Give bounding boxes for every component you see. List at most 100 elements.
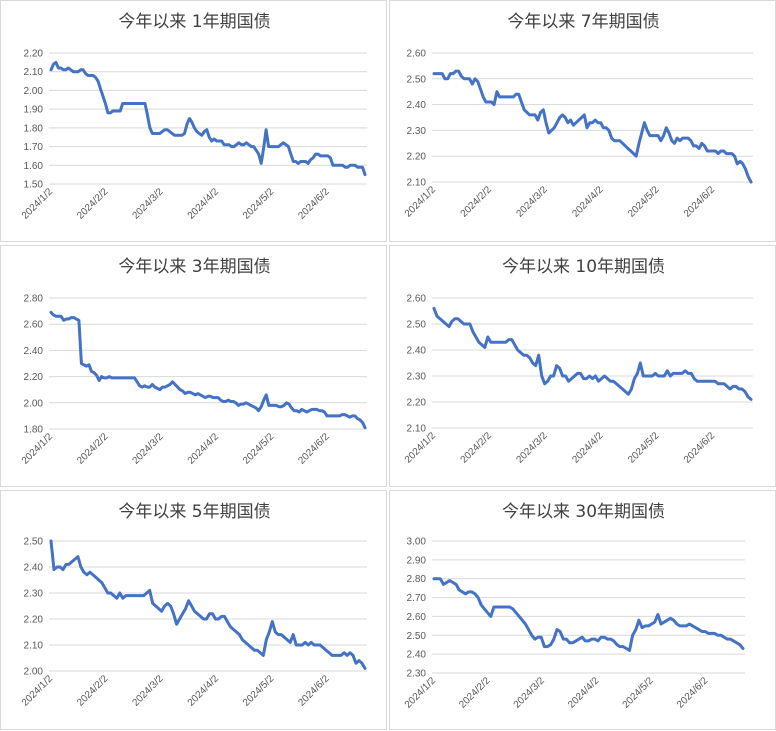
chart-panel-5y: 今年以来 5年期国债 2.00 2.10 2.20 2.30 2.40 2.50 2024/1… [0,490,387,730]
series-line [432,306,753,401]
y-tick-label: 2.40 [407,650,427,661]
x-tick-label: 2024/6/2 [682,184,718,220]
x-tick-label: 2024/5/2 [626,430,662,466]
y-tick-label: 2.30 [407,669,427,680]
x-tick-label: 2024/4/2 [186,431,222,467]
y-tick-label: 2.30 [407,372,427,383]
y-tick-label: 2.80 [24,294,44,305]
x-tick-label: 2024/2/2 [459,430,495,466]
chart-title: 今年以来 10年期国债 [502,257,665,277]
chart-title: 今年以来 30年期国债 [502,502,665,522]
y-tick-label: 2.50 [407,74,427,85]
series-line [432,577,745,652]
y-tick-label: 1.90 [24,105,44,116]
y-tick-label: 2.20 [24,372,44,383]
y-tick-label: 2.00 [24,667,44,678]
chart-title: 今年以来 3年期国债 [118,257,270,277]
y-tick-label: 2.10 [407,178,427,189]
y-tick-label: 2.50 [407,320,427,331]
y-tick-label: 2.90 [407,555,427,566]
series-line [432,69,753,184]
y-tick-label: 1.80 [24,123,44,134]
y-tick-label: 2.40 [407,346,427,357]
y-tick-label: 3.00 [407,537,427,548]
y-tick-label: 2.60 [407,49,427,60]
x-tick-label: 2024/1/2 [20,186,56,222]
y-tick-label: 1.80 [24,425,44,436]
x-tick-label: 2024/6/2 [296,186,332,222]
x-tick-label: 2024/4/2 [186,673,222,709]
chart-title: 今年以来 7年期国债 [507,12,659,32]
x-tick-label: 2024/4/2 [570,184,606,220]
x-tick-label: 2024/2/2 [75,673,111,709]
chart-panel-3y: 今年以来 3年期国债 1.80 2.00 2.20 2.40 2.60 2.80 2024/1… [0,245,387,487]
y-tick-label: 2.40 [24,346,44,357]
x-tick-label: 2024/1/2 [20,673,56,709]
y-tick-label: 2.60 [24,320,44,331]
x-tick-label: 2024/2/2 [459,184,495,220]
chart-panel-7y: 今年以来 7年期国债 2.10 2.20 2.30 2.40 2.50 2.60 2024/1… [389,0,776,242]
x-tick-label: 2024/5/2 [241,431,277,467]
chart-title: 今年以来 1年期国债 [118,12,270,32]
x-tick-label: 2024/1/2 [403,430,439,466]
x-tick-label: 2024/5/2 [241,673,277,709]
y-tick-label: 2.50 [407,631,427,642]
x-tick-label: 2024/5/2 [241,186,277,222]
y-tick-label: 2.10 [24,641,44,652]
x-tick-label: 2024/4/2 [186,186,222,222]
y-tick-label: 2.10 [407,424,427,435]
chart-panel-1y: 今年以来 1年期国债 1.50 1.60 1.70 1.80 1.90 2.00 2.10 2.… [0,0,387,242]
y-tick-label: 2.20 [24,49,44,60]
x-tick-label: 2024/2/2 [75,186,111,222]
y-tick-label: 2.60 [407,294,427,305]
y-tick-label: 1.50 [24,180,44,191]
y-tick-label: 2.00 [24,398,44,409]
x-tick-label: 2024/6/2 [682,430,718,466]
x-tick-label: 2024/4/2 [566,675,602,711]
x-tick-label: 2024/3/2 [512,675,548,711]
x-tick-label: 2024/3/2 [514,430,550,466]
chart-5y: 今年以来 5年期国债 2.00 2.10 2.20 2.30 2.40 2.50 2024/1… [20,502,367,709]
chart-7y: 今年以来 7年期国债 2.10 2.20 2.30 2.40 2.50 2.60 2024/1… [403,12,753,220]
y-tick-label: 2.00 [24,86,44,97]
y-tick-label: 2.20 [24,615,44,626]
chart-1y: 今年以来 1年期国债 1.50 1.60 1.70 1.80 1.90 2.00 2.10 2.… [20,12,367,222]
x-tick-label: 2024/6/2 [296,431,332,467]
chart-panel-10y: 今年以来 10年期国债 2.10 2.20 2.30 2.40 2.50 2.60 2024/… [389,245,776,487]
chart-10y: 今年以来 10年期国债 2.10 2.20 2.30 2.40 2.50 2.60 2024/… [403,257,753,466]
series-line [49,539,367,670]
y-tick-label: 2.30 [24,589,44,600]
y-tick-label: 1.60 [24,161,44,172]
chart-title: 今年以来 5年期国债 [118,502,270,522]
y-tick-label: 2.30 [407,126,427,137]
x-tick-label: 2024/1/2 [20,431,56,467]
y-tick-label: 2.20 [407,398,427,409]
x-tick-label: 2024/2/2 [457,675,493,711]
series-line [49,310,367,430]
y-tick-label: 2.20 [407,152,427,163]
y-tick-label: 2.60 [407,612,427,623]
x-tick-label: 2024/1/2 [403,184,439,220]
x-tick-label: 2024/6/2 [296,673,332,709]
x-tick-label: 2024/2/2 [75,431,111,467]
chart-3y: 今年以来 3年期国债 1.80 2.00 2.20 2.40 2.60 2.80 2024/1… [20,257,367,467]
series-line [49,60,367,177]
x-tick-label: 2024/1/2 [403,675,439,711]
y-tick-label: 2.10 [24,67,44,78]
chart-30y: 今年以来 30年期国债 2.30 2.40 2.50 2.60 2.70 2.80 2.90 3… [403,502,745,711]
y-tick-label: 2.50 [24,537,44,548]
chart-panel-30y: 今年以来 30年期国债 2.30 2.40 2.50 2.60 2.70 2.80 2.90 3… [389,490,776,730]
x-tick-label: 2024/6/2 [675,675,711,711]
y-tick-label: 2.40 [24,563,44,574]
x-tick-label: 2024/3/2 [130,186,166,222]
y-tick-label: 2.40 [407,100,427,111]
x-tick-label: 2024/3/2 [130,673,166,709]
x-tick-label: 2024/5/2 [626,184,662,220]
x-tick-label: 2024/3/2 [130,431,166,467]
x-tick-label: 2024/4/2 [570,430,606,466]
y-tick-label: 2.70 [407,593,427,604]
x-tick-label: 2024/3/2 [514,184,550,220]
y-tick-label: 1.70 [24,142,44,153]
y-tick-label: 2.80 [407,574,427,585]
x-tick-label: 2024/5/2 [621,675,657,711]
